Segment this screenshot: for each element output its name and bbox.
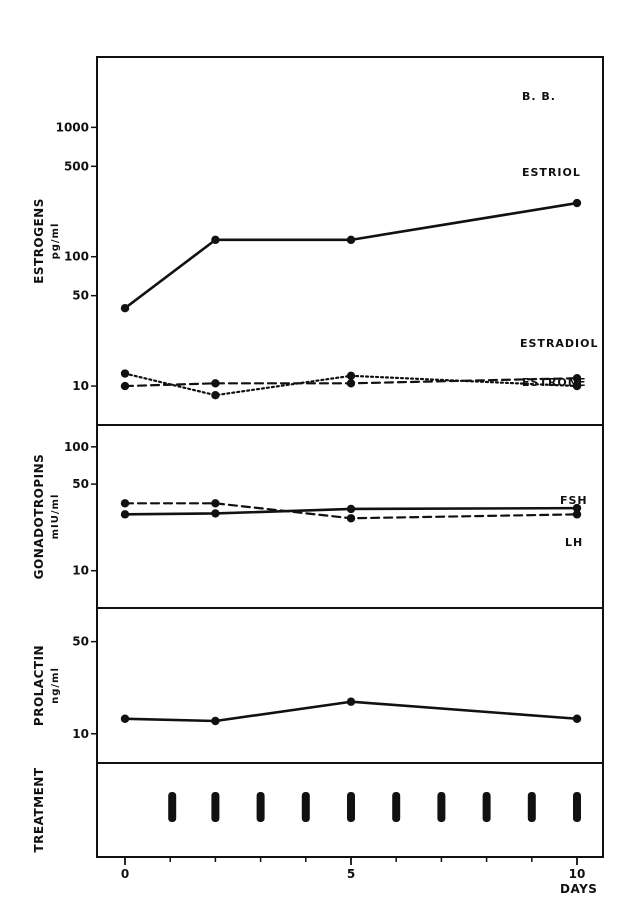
- gonadotropins-units-label: mIU/ml: [50, 494, 61, 540]
- data-point-estriol: [211, 235, 220, 245]
- figure-border: [96, 56, 604, 858]
- estrogens-y-tick-label: 50: [72, 289, 89, 303]
- data-point-estriol: [572, 198, 582, 208]
- data-point-estriol: [120, 303, 130, 313]
- data-point-fsh: [120, 510, 130, 519]
- treatment-dose-mark: [482, 792, 491, 822]
- series-label-estriol: ESTRIOL: [522, 166, 581, 179]
- treatment-dose-mark: [347, 792, 355, 822]
- series-line-lh: [123, 502, 579, 520]
- prolactin-y-tick-label: 50: [72, 635, 89, 649]
- prolactin-units-label: ng/ml: [50, 667, 61, 704]
- x-tick-label: 0: [121, 867, 129, 881]
- series-line-estrone: [123, 377, 579, 388]
- series-line-estriol: [123, 201, 579, 310]
- treatment-axis-title: TREATMENT: [32, 767, 46, 852]
- data-point-estradiol: [211, 390, 220, 400]
- panel-prolactin: PROLACTIN ng/ml 10 50: [32, 635, 582, 741]
- gonadotropins-y-tick-label: 50: [72, 477, 89, 491]
- treatment-dose-mark: [301, 792, 310, 822]
- data-point-lh: [346, 514, 356, 523]
- series-label-estrone: ESTRONE: [522, 376, 586, 389]
- data-point-lh: [211, 499, 220, 508]
- data-point-prolactin: [120, 714, 130, 723]
- prolactin-y-tick-label: 10: [72, 727, 89, 741]
- series-label-lh: LH: [565, 536, 583, 549]
- subject-label: B. B.: [522, 90, 556, 103]
- treatment-dose-mark: [573, 792, 581, 822]
- treatment-dose-mark: [168, 792, 177, 822]
- data-point-fsh: [211, 509, 220, 518]
- data-point-estradiol: [346, 371, 356, 381]
- data-point-estradiol: [120, 369, 130, 378]
- x-tick-label: 10: [569, 867, 586, 881]
- data-point-prolactin: [346, 697, 356, 706]
- data-point-prolactin: [211, 716, 220, 726]
- panel-treatment: TREATMENT: [32, 767, 581, 853]
- data-point-estrone: [572, 374, 582, 383]
- chart-panels: ESTROGENS pg/ml 10 50 100 500 1000 ESTRIOL ESTRA…: [32, 120, 599, 853]
- series-label-estradiol: ESTRADIOL: [520, 337, 599, 350]
- data-point-estriol: [346, 235, 356, 245]
- estrogens-axis-title: ESTROGENS: [32, 198, 46, 284]
- estrogens-units-label: pg/ml: [50, 223, 61, 260]
- data-point-estrone: [346, 379, 356, 388]
- estrogens-y-tick-label: 1000: [56, 120, 89, 134]
- data-point-estrone: [211, 379, 220, 388]
- x-tick-label: 5: [347, 867, 355, 881]
- gonadotropins-axis-title: GONADOTROPINS: [32, 454, 46, 580]
- panel-estrogens: ESTROGENS pg/ml 10 50 100 500 1000 ESTRIOL ESTRA…: [32, 120, 599, 400]
- estrogens-y-tick-label: 500: [64, 159, 89, 173]
- gonadotropins-y-tick-label: 10: [72, 564, 89, 578]
- data-point-fsh: [572, 503, 582, 513]
- prolactin-axis-title: PROLACTIN: [32, 645, 46, 726]
- data-point-estrone: [120, 381, 130, 391]
- x-axis-title: DAYS: [560, 882, 597, 896]
- estrogens-y-tick-label: 10: [72, 379, 89, 393]
- treatment-dose-mark: [527, 792, 536, 822]
- data-point-estradiol: [572, 381, 582, 391]
- x-axis: 0 5 10: [121, 857, 586, 881]
- treatment-dose-mark: [256, 792, 265, 822]
- series-line-prolactin: [123, 700, 579, 723]
- data-point-lh: [572, 510, 582, 519]
- panel-gonadotropins: GONADOTROPINS mIU/ml 10 50 100 FSH LH: [32, 440, 588, 580]
- treatment-dose-mark: [392, 792, 401, 822]
- data-point-prolactin: [572, 714, 582, 723]
- figure-frame: [96, 56, 604, 858]
- treatment-dose-mark: [211, 792, 220, 822]
- data-point-lh: [120, 499, 130, 508]
- treatment-dose-mark: [437, 792, 446, 822]
- estrogens-y-tick-label: 100: [64, 250, 89, 264]
- data-point-fsh: [346, 504, 356, 514]
- gonadotropins-y-tick-label: 100: [64, 440, 89, 454]
- series-label-fsh: FSH: [560, 494, 588, 507]
